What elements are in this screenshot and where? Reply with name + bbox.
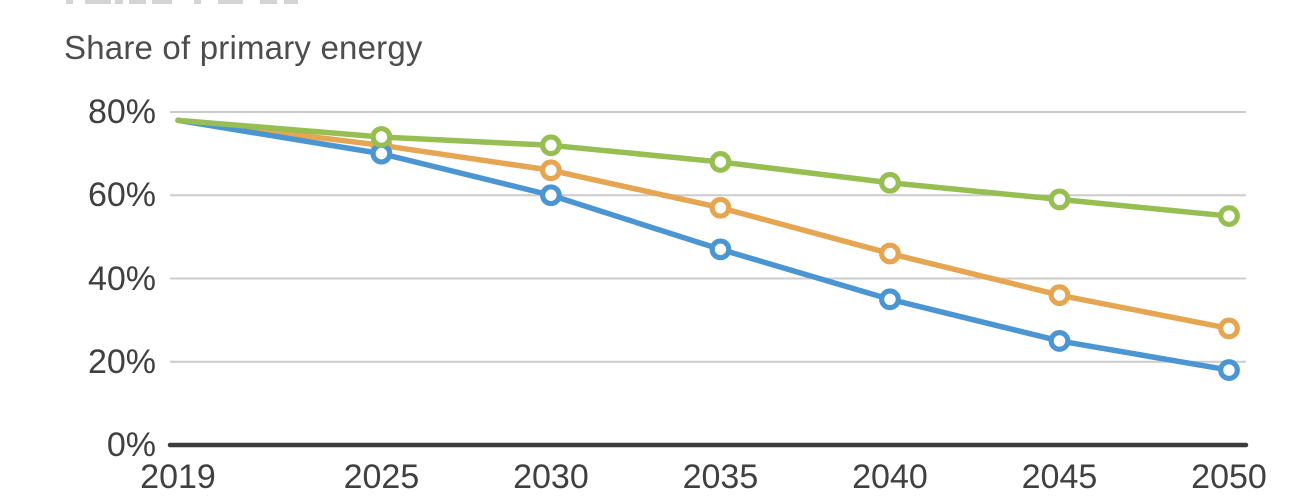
clipped-heading-fragment <box>129 0 146 4</box>
green-series-marker-2050 <box>1218 205 1240 227</box>
orange-series-line <box>175 117 1232 332</box>
orange-series-marker-2030 <box>540 159 562 182</box>
clipped-heading-fragment <box>85 0 111 4</box>
x-tick-label-2050: 2050 <box>1191 458 1267 496</box>
x-tick-label-2019: 2019 <box>140 458 216 496</box>
blue-series-marker-2035 <box>709 238 732 261</box>
orange-series-marker-2040 <box>879 242 901 265</box>
blue-series-marker-2030 <box>540 184 562 207</box>
clipped-heading-fragment <box>66 0 73 4</box>
clipped-heading-fragment <box>152 0 172 4</box>
chart-title: Share of primary energy <box>64 29 423 66</box>
clipped-heading-fragment <box>284 0 298 4</box>
y-tick-label-0%: 0% <box>106 426 156 464</box>
orange-series-marker-2035 <box>709 196 732 219</box>
orange-series-marker-2050 <box>1218 317 1240 340</box>
x-tick-label-2030: 2030 <box>513 458 589 496</box>
green-series-marker-2025 <box>370 126 393 148</box>
y-tick-label-20%: 20% <box>87 342 156 381</box>
x-tick-label-2045: 2045 <box>1021 458 1098 496</box>
x-tick-label-2040: 2040 <box>852 458 928 496</box>
y-tick-label-60%: 60% <box>87 176 156 215</box>
blue-series-marker-2045 <box>1048 330 1071 352</box>
clipped-heading-fragment <box>218 0 243 4</box>
orange-series-marker-2045 <box>1048 284 1071 307</box>
x-tick-label-2025: 2025 <box>343 458 420 496</box>
blue-series-marker-2040 <box>879 288 901 311</box>
green-series-marker-2035 <box>709 151 732 173</box>
green-series-marker-2040 <box>879 171 901 194</box>
blue-series-marker-2050 <box>1218 359 1240 381</box>
clipped-heading-fragment <box>260 0 277 4</box>
clipped-heading-fragment <box>115 0 123 4</box>
y-tick-label-40%: 40% <box>87 259 156 298</box>
green-series-marker-2030 <box>540 134 562 157</box>
y-tick-label-80%: 80% <box>87 93 156 131</box>
green-series-marker-2045 <box>1048 188 1071 211</box>
x-tick-label-2035: 2035 <box>682 458 759 496</box>
clipped-heading-fragment <box>194 0 201 4</box>
